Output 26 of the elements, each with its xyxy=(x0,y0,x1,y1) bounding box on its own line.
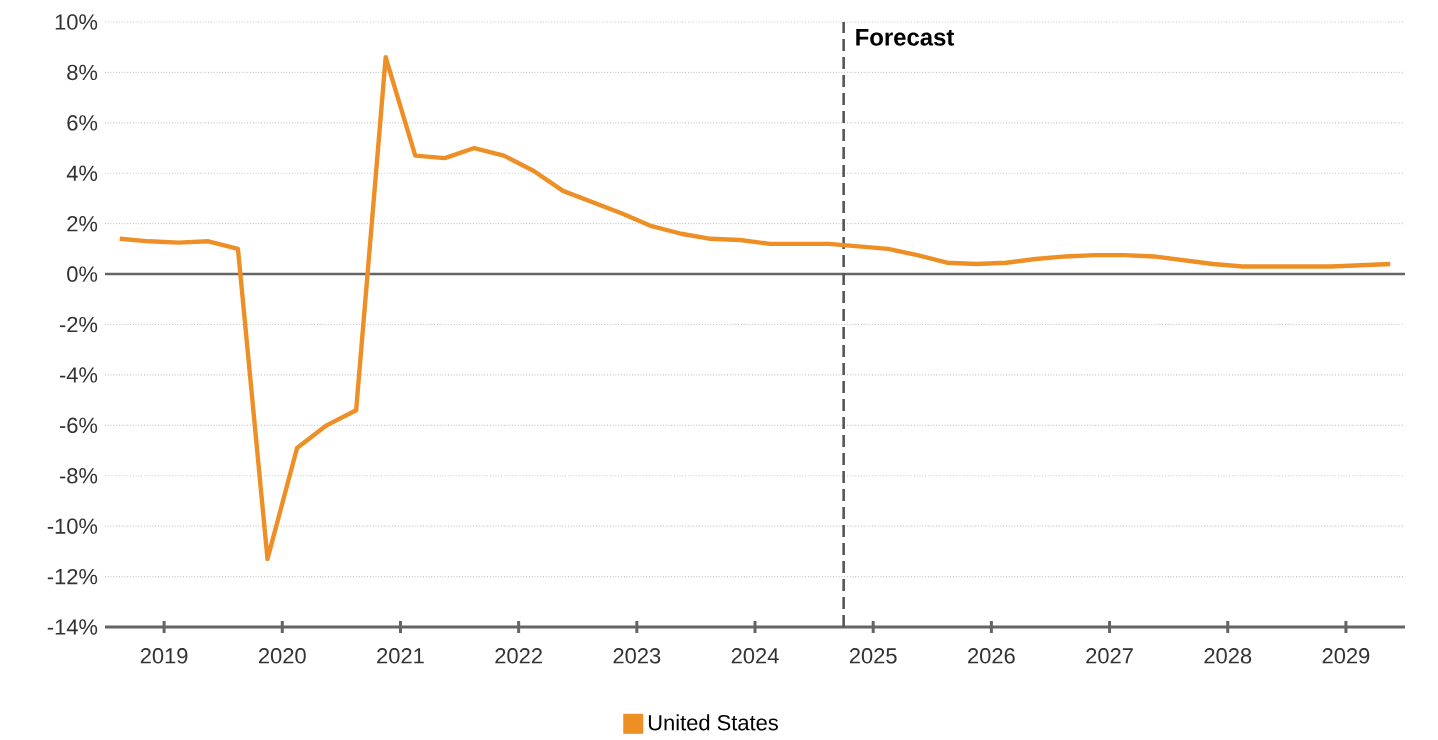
x-tick-label: 2026 xyxy=(968,648,1015,664)
y-tick-label: -2% xyxy=(59,316,98,333)
x-tick-label: 2021 xyxy=(377,648,424,664)
x-tick-label: 2023 xyxy=(613,648,661,664)
x-tick-label: 2028 xyxy=(1204,648,1252,664)
x-tick-label: 2029 xyxy=(1322,648,1370,664)
x-tick-label: 2024 xyxy=(731,648,779,664)
y-tick-label: 2% xyxy=(67,215,98,232)
y-tick-label: -12% xyxy=(47,568,98,585)
y-tick-label: -8% xyxy=(59,468,98,484)
x-tick-label: 2025 xyxy=(849,648,897,664)
ref-line-label: Forecast xyxy=(856,29,955,46)
y-tick-label: -10% xyxy=(47,518,98,534)
y-tick-label: -4% xyxy=(59,367,98,383)
x-tick-label: 2022 xyxy=(495,648,542,664)
y-tick-label: 4% xyxy=(66,165,98,181)
y-tick-label: 8% xyxy=(67,64,98,81)
legend-label: United States xyxy=(648,714,778,731)
y-tick-label: 6% xyxy=(67,115,98,131)
y-tick-label: -6% xyxy=(59,417,98,434)
x-tick-label: 2019 xyxy=(140,648,188,664)
x-tick-label: 2027 xyxy=(1086,648,1133,664)
x-tick-label: 2020 xyxy=(258,648,306,664)
y-tick-label: 10% xyxy=(55,14,98,30)
y-tick-label: 0% xyxy=(67,266,98,282)
y-tick-label: -14% xyxy=(47,619,98,635)
